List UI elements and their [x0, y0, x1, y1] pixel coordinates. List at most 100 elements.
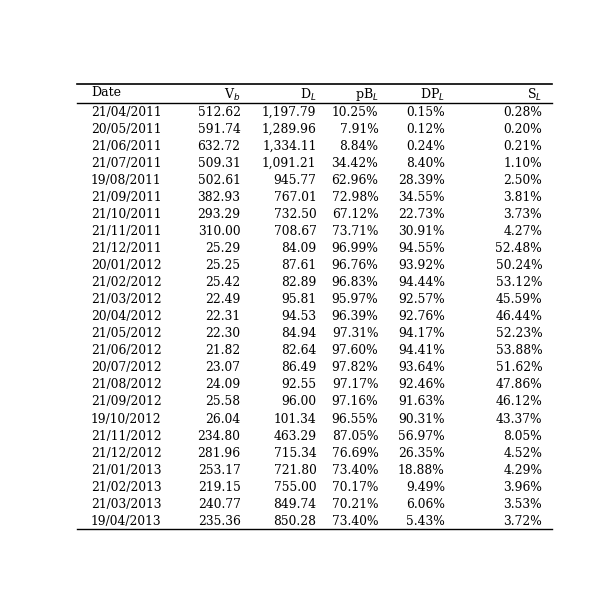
- Text: 24.09: 24.09: [205, 379, 240, 391]
- Text: 84.94: 84.94: [281, 327, 316, 340]
- Text: 945.77: 945.77: [273, 174, 316, 187]
- Text: 20/04/2012: 20/04/2012: [91, 310, 162, 323]
- Text: 25.42: 25.42: [205, 276, 240, 289]
- Text: 1,197.79: 1,197.79: [262, 106, 316, 119]
- Text: 1,091.21: 1,091.21: [262, 157, 316, 170]
- Text: 91.63%: 91.63%: [398, 395, 445, 409]
- Text: 3.73%: 3.73%: [503, 208, 542, 221]
- Text: 93.64%: 93.64%: [398, 361, 445, 374]
- Text: 25.58: 25.58: [205, 395, 240, 409]
- Text: 67.12%: 67.12%: [332, 208, 378, 221]
- Text: 92.57%: 92.57%: [398, 293, 445, 306]
- Text: 0.12%: 0.12%: [406, 122, 445, 136]
- Text: 87.05%: 87.05%: [332, 430, 378, 443]
- Text: 850.28: 850.28: [273, 515, 316, 528]
- Text: 21/09/2011: 21/09/2011: [91, 191, 161, 204]
- Text: 97.82%: 97.82%: [332, 361, 378, 374]
- Text: 94.55%: 94.55%: [398, 242, 445, 255]
- Text: 95.81: 95.81: [281, 293, 316, 306]
- Text: 21/07/2011: 21/07/2011: [91, 157, 161, 170]
- Text: 21/06/2012: 21/06/2012: [91, 344, 162, 358]
- Text: 52.23%: 52.23%: [495, 327, 542, 340]
- Text: 90.31%: 90.31%: [398, 413, 445, 425]
- Text: 21/03/2013: 21/03/2013: [91, 498, 161, 511]
- Text: 6.06%: 6.06%: [406, 498, 445, 511]
- Text: 19/10/2012: 19/10/2012: [91, 413, 161, 425]
- Text: 10.25%: 10.25%: [332, 106, 378, 119]
- Text: 53.12%: 53.12%: [496, 276, 542, 289]
- Text: 767.01: 767.01: [274, 191, 316, 204]
- Text: 1.10%: 1.10%: [503, 157, 542, 170]
- Text: 0.15%: 0.15%: [406, 106, 445, 119]
- Text: 4.29%: 4.29%: [503, 464, 542, 477]
- Text: 97.31%: 97.31%: [332, 327, 378, 340]
- Text: 21/02/2013: 21/02/2013: [91, 481, 161, 494]
- Text: 3.81%: 3.81%: [503, 191, 542, 204]
- Text: 25.25: 25.25: [205, 259, 240, 272]
- Text: 20/07/2012: 20/07/2012: [91, 361, 161, 374]
- Text: 30.91%: 30.91%: [398, 225, 445, 238]
- Text: 5.43%: 5.43%: [406, 515, 445, 528]
- Text: 22.30: 22.30: [205, 327, 240, 340]
- Text: 84.09: 84.09: [281, 242, 316, 255]
- Text: 28.39%: 28.39%: [398, 174, 445, 187]
- Text: 97.60%: 97.60%: [332, 344, 378, 358]
- Text: pB$_L$: pB$_L$: [355, 86, 378, 103]
- Text: 708.67: 708.67: [273, 225, 316, 238]
- Text: 0.21%: 0.21%: [503, 140, 542, 152]
- Text: 56.97%: 56.97%: [398, 430, 445, 443]
- Text: 21/09/2012: 21/09/2012: [91, 395, 162, 409]
- Text: 21/01/2013: 21/01/2013: [91, 464, 161, 477]
- Text: 94.17%: 94.17%: [398, 327, 445, 340]
- Text: 19/08/2011: 19/08/2011: [91, 174, 161, 187]
- Text: 21/11/2012: 21/11/2012: [91, 430, 161, 443]
- Text: 76.69%: 76.69%: [332, 446, 378, 460]
- Text: 87.61: 87.61: [281, 259, 316, 272]
- Text: 73.71%: 73.71%: [332, 225, 378, 238]
- Text: 21/05/2012: 21/05/2012: [91, 327, 161, 340]
- Text: 0.24%: 0.24%: [406, 140, 445, 152]
- Text: 95.97%: 95.97%: [332, 293, 378, 306]
- Text: 96.83%: 96.83%: [332, 276, 378, 289]
- Text: 92.55: 92.55: [281, 379, 316, 391]
- Text: 512.62: 512.62: [197, 106, 240, 119]
- Text: 22.49: 22.49: [205, 293, 240, 306]
- Text: 50.24%: 50.24%: [495, 259, 542, 272]
- Text: 51.62%: 51.62%: [495, 361, 542, 374]
- Text: 94.53: 94.53: [281, 310, 316, 323]
- Text: 715.34: 715.34: [274, 446, 316, 460]
- Text: 22.31: 22.31: [205, 310, 240, 323]
- Text: 19/04/2013: 19/04/2013: [91, 515, 161, 528]
- Text: 45.59%: 45.59%: [495, 293, 542, 306]
- Text: 3.96%: 3.96%: [503, 481, 542, 494]
- Text: 93.92%: 93.92%: [398, 259, 445, 272]
- Text: 293.29: 293.29: [197, 208, 240, 221]
- Text: V$_b$: V$_b$: [224, 86, 240, 103]
- Text: 96.00: 96.00: [281, 395, 316, 409]
- Text: 73.40%: 73.40%: [332, 464, 378, 477]
- Text: 2.50%: 2.50%: [503, 174, 542, 187]
- Text: 721.80: 721.80: [273, 464, 316, 477]
- Text: 9.49%: 9.49%: [406, 481, 445, 494]
- Text: 234.80: 234.80: [197, 430, 240, 443]
- Text: 21.82: 21.82: [205, 344, 240, 358]
- Text: 219.15: 219.15: [197, 481, 240, 494]
- Text: 632.72: 632.72: [197, 140, 240, 152]
- Text: 92.46%: 92.46%: [398, 379, 445, 391]
- Text: 34.42%: 34.42%: [332, 157, 378, 170]
- Text: 21/08/2012: 21/08/2012: [91, 379, 162, 391]
- Text: 20/01/2012: 20/01/2012: [91, 259, 161, 272]
- Text: 82.64: 82.64: [281, 344, 316, 358]
- Text: 20/05/2011: 20/05/2011: [91, 122, 161, 136]
- Text: 382.93: 382.93: [197, 191, 240, 204]
- Text: 97.17%: 97.17%: [332, 379, 378, 391]
- Text: 732.50: 732.50: [274, 208, 316, 221]
- Text: Date: Date: [91, 86, 121, 100]
- Text: 240.77: 240.77: [197, 498, 240, 511]
- Text: 26.04: 26.04: [205, 413, 240, 425]
- Text: 509.31: 509.31: [198, 157, 240, 170]
- Text: 53.88%: 53.88%: [495, 344, 542, 358]
- Text: 21/11/2011: 21/11/2011: [91, 225, 161, 238]
- Text: 26.35%: 26.35%: [398, 446, 445, 460]
- Text: 235.36: 235.36: [197, 515, 240, 528]
